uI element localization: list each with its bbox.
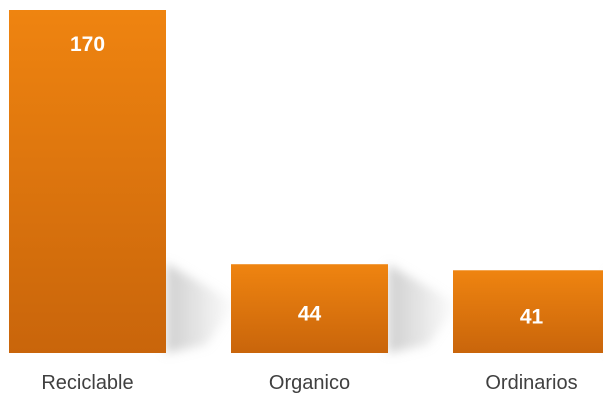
category-label: Ordinarios <box>485 372 577 394</box>
category-label: Reciclable <box>41 372 133 394</box>
bar-reciclable <box>9 10 166 353</box>
value-label: 44 <box>298 303 322 326</box>
bar-shadow-1 <box>388 264 458 353</box>
bar-organico <box>231 264 388 353</box>
value-label: 41 <box>520 306 544 329</box>
category-labels-group: Reciclable Organico Ordinarios <box>41 372 577 394</box>
bar-shadows <box>166 263 458 353</box>
bar-ordinarios <box>453 270 603 353</box>
value-label: 170 <box>70 33 105 56</box>
value-labels-group: 170 44 41 <box>70 33 544 329</box>
category-label: Organico <box>269 372 350 394</box>
bar-shadow-0 <box>166 263 236 353</box>
bars-group <box>9 10 603 353</box>
